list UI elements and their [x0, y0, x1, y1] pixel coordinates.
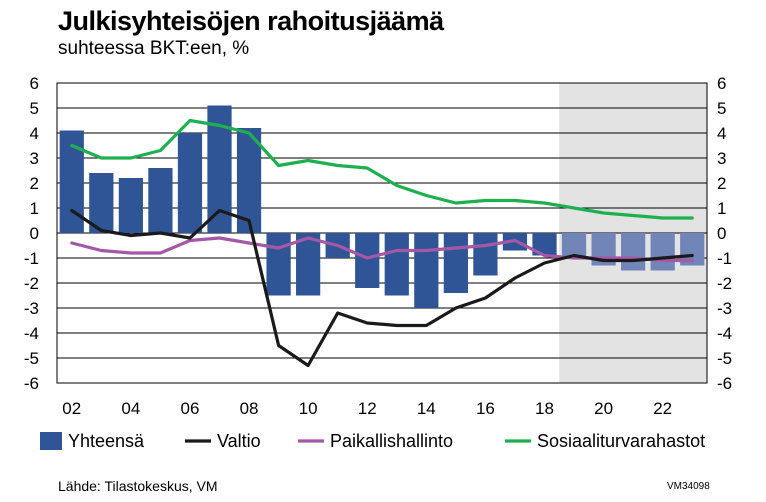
y-tick-label-left: -5 [24, 349, 39, 368]
x-tick-label: 14 [417, 399, 436, 418]
y-tick-label-left: 1 [30, 199, 39, 218]
y-tick-label-right: 4 [717, 124, 726, 143]
x-tick-label: 20 [594, 399, 613, 418]
x-tick-label: 04 [121, 399, 140, 418]
chart-code: VM34098 [667, 481, 710, 492]
y-tick-label-left: -2 [24, 274, 39, 293]
bar-yhteensa [177, 133, 203, 233]
bar-yhteensa [650, 233, 675, 271]
line-valtio [70, 208, 694, 368]
source-note: Lähde: Tilastokeskus, VM [58, 478, 218, 494]
y-tick-label-left: 0 [30, 224, 39, 243]
chart: 6 65 54 43 32 21 10 0-1 -1-2 -2-3 -3-4 -4-5 -5-6 -602… [24, 74, 732, 451]
y-tick-label-left: 4 [30, 124, 39, 143]
chart-title: Julkisyhteisöjen rahoitusjäämä [58, 6, 444, 36]
x-tick-label: 18 [535, 399, 554, 418]
legend-swatch-yhteensa [40, 432, 62, 450]
y-tick-label-right: -2 [717, 274, 732, 293]
bar-yhteensa [561, 233, 587, 258]
y-tick-label-right: -6 [717, 374, 732, 393]
legend-label-yhteensa: Yhteensä [68, 431, 145, 451]
y-tick-label-right: 6 [717, 74, 726, 93]
y-tick-label-right: 5 [717, 99, 726, 118]
bar-yhteensa [355, 233, 380, 288]
x-tick-label: 08 [240, 399, 259, 418]
bar-yhteensa [236, 128, 262, 233]
x-tick-label: 06 [180, 399, 199, 418]
y-tick-label-right: -3 [717, 299, 732, 318]
plot-frame [56, 82, 708, 384]
y-tick-label-right: -1 [717, 249, 732, 268]
y-tick-label-left: -4 [24, 324, 39, 343]
y-tick-label-left: 2 [30, 174, 39, 193]
bar-yhteensa [621, 233, 646, 271]
bar-yhteensa [473, 233, 498, 276]
bar-yhteensa [296, 233, 321, 296]
x-tick-label: 22 [653, 399, 672, 418]
y-tick-label-left: -3 [24, 299, 39, 318]
x-tick-label: 16 [476, 399, 495, 418]
y-tick-label-left: 5 [30, 99, 39, 118]
y-tick-label-right: 0 [717, 224, 726, 243]
bar-yhteensa [148, 168, 173, 233]
chart-subtitle: suhteessa BKT:een, % [58, 38, 250, 59]
bar-yhteensa [89, 173, 114, 233]
bar-yhteensa [384, 233, 409, 296]
legend-label-valtio: Valtio [217, 431, 261, 451]
bar-yhteensa [118, 178, 143, 233]
bar-yhteensa [266, 233, 291, 296]
line-sosiaaliturvarahastot [70, 118, 694, 220]
bar-yhteensa [414, 233, 439, 308]
legend-label-paikallishallinto: Paikallishallinto [330, 431, 453, 451]
legend-label-sosiaaliturvarahastot: Sosiaaliturvarahastot [537, 431, 705, 451]
y-tick-label-left: 6 [30, 74, 39, 93]
y-tick-label-left: -6 [24, 374, 39, 393]
y-tick-label-right: -4 [717, 324, 732, 343]
x-tick-label: 10 [299, 399, 318, 418]
bar-yhteensa [443, 233, 468, 293]
y-tick-label-left: 3 [30, 149, 39, 168]
x-tick-label: 02 [62, 399, 81, 418]
x-tick-label: 12 [358, 399, 377, 418]
y-tick-label-right: 3 [717, 149, 726, 168]
y-tick-label-right: 2 [717, 174, 726, 193]
y-tick-label-right: -5 [717, 349, 732, 368]
y-tick-label-right: 1 [717, 199, 726, 218]
y-tick-label-left: -1 [24, 249, 39, 268]
bar-yhteensa [532, 233, 557, 256]
